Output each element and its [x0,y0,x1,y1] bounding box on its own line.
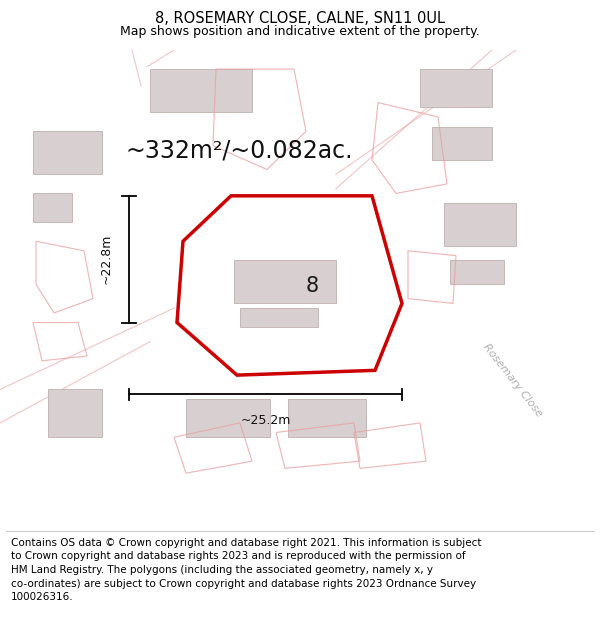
Text: Contains OS data © Crown copyright and database right 2021. This information is : Contains OS data © Crown copyright and d… [11,538,481,602]
Text: 8: 8 [306,276,319,296]
Polygon shape [33,194,72,222]
Text: Map shows position and indicative extent of the property.: Map shows position and indicative extent… [120,24,480,38]
Polygon shape [420,69,492,108]
Polygon shape [234,261,336,303]
Polygon shape [48,389,102,438]
Text: 8, ROSEMARY CLOSE, CALNE, SN11 0UL: 8, ROSEMARY CLOSE, CALNE, SN11 0UL [155,11,445,26]
Polygon shape [444,203,516,246]
Text: Rosemary Close: Rosemary Close [481,341,545,418]
Polygon shape [288,399,366,437]
Polygon shape [186,399,270,437]
Polygon shape [33,131,102,174]
Polygon shape [432,126,492,160]
Polygon shape [450,261,504,284]
Text: ~332m²/~0.082ac.: ~332m²/~0.082ac. [126,138,353,162]
Polygon shape [150,69,252,112]
Text: ~22.8m: ~22.8m [100,234,113,284]
Polygon shape [240,308,318,328]
Text: ~25.2m: ~25.2m [241,414,290,427]
